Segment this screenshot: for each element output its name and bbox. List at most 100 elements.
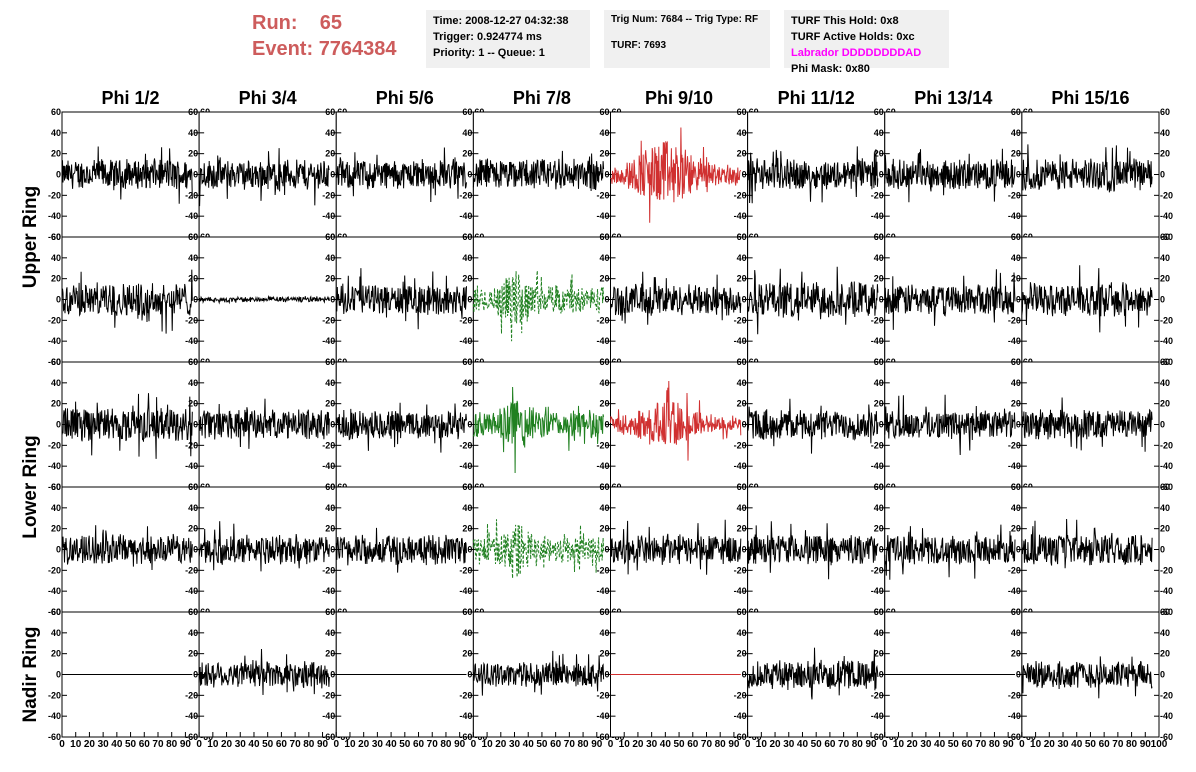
xtick-label: 40	[248, 739, 260, 750]
ytick-label-left: 20	[188, 274, 198, 284]
trig-info-box: Trig Num: 7684 -- Trig Type: RF TURF: 76…	[604, 10, 770, 68]
ytick-label-left: 0	[330, 170, 335, 180]
xtick-label: 30	[1057, 739, 1069, 750]
ytick-label-left: 60	[874, 482, 884, 492]
ytick-label-left: 0	[1016, 170, 1021, 180]
xtick-label: 20	[84, 739, 96, 750]
ytick-label-left: 60	[325, 232, 335, 242]
ytick-label-left: -20	[185, 315, 198, 325]
ytick-label-left: -60	[48, 482, 61, 492]
xtick-label: 70	[1112, 739, 1124, 750]
ytick-label-left: 60	[1011, 357, 1021, 367]
ytick-label-left: 60	[874, 607, 884, 617]
ytick-label-left: 60	[737, 232, 747, 242]
run-event-box: Run: 65 Event: 7764384	[252, 10, 412, 64]
ytick-label-left: -40	[459, 211, 472, 221]
trace-r4-c4	[472, 519, 605, 579]
ytick-label-left: -20	[48, 315, 61, 325]
ytick-label-left: -20	[596, 565, 609, 575]
column-title-8: Phi 15/16	[1051, 88, 1129, 108]
xtick-label: 10	[619, 739, 631, 750]
run-value: 65	[319, 12, 343, 34]
trace-r2-c7	[884, 269, 1016, 330]
labrador-text: Labrador DDDDDDDDAD	[791, 47, 922, 59]
ytick-label-left: 60	[874, 357, 884, 367]
ytick-label-left: 20	[737, 274, 747, 284]
xtick-label: 30	[509, 739, 521, 750]
ytick-label-left: 20	[188, 399, 198, 409]
ytick-label-left: -20	[1008, 565, 1021, 575]
ytick-label-left: -20	[48, 190, 61, 200]
ytick-label-right: 40	[1160, 503, 1170, 513]
row-group-title-1: Upper Ring	[20, 186, 41, 288]
ytick-label-left: 0	[742, 545, 747, 555]
ytick-label-left: -20	[459, 315, 472, 325]
xtick-label: 70	[290, 739, 302, 750]
ytick-label-left: 0	[604, 420, 609, 430]
column-title-6: Phi 11/12	[778, 88, 855, 108]
ytick-label-left: 40	[51, 503, 61, 513]
xtick-label: 0	[59, 739, 65, 750]
ytick-label-left: -40	[734, 461, 747, 471]
ytick-label-left: 40	[462, 378, 472, 388]
ytick-label-left: 40	[325, 628, 335, 638]
ytick-label-right: 60	[1160, 107, 1170, 117]
ytick-label-left: 20	[874, 274, 884, 284]
ytick-label-left: 40	[462, 503, 472, 513]
ytick-label-left: 0	[742, 295, 747, 305]
ytick-label-left: 20	[188, 649, 198, 659]
ytick-label-right: -40	[1160, 336, 1173, 346]
time-text: Time: 2008-12-27 04:32:38	[433, 15, 569, 27]
ytick-label-left: 20	[325, 149, 335, 159]
xtick-label: 60	[413, 739, 425, 750]
xtick-label: 100	[1151, 739, 1168, 750]
ytick-label-right: -40	[1160, 461, 1173, 471]
column-title-3: Phi 5/6	[376, 88, 434, 108]
ytick-label-left: -40	[871, 211, 884, 221]
xtick-label: 60	[687, 739, 699, 750]
ytick-label-left: -40	[459, 336, 472, 346]
ytick-label-left: 0	[330, 545, 335, 555]
xtick-label: 90	[728, 739, 740, 750]
xtick-label: 60	[276, 739, 288, 750]
ytick-label-left: 20	[1011, 649, 1021, 659]
trace-r3-c1	[61, 393, 193, 459]
ytick-label-right: -60	[1160, 732, 1173, 742]
ytick-label-right: 20	[1160, 274, 1170, 284]
trace-r1-c5	[610, 127, 742, 223]
trace-r4-c3	[335, 527, 467, 573]
xtick-label: 0	[882, 739, 888, 750]
trig-num-text: Trig Num: 7684 -- Trig Type: RF	[611, 14, 759, 25]
xtick-label: 60	[1099, 739, 1111, 750]
ytick-label-left: 40	[462, 253, 472, 263]
ytick-label-right: 60	[1160, 232, 1170, 242]
ytick-label-left: 40	[874, 253, 884, 263]
ytick-label-left: 60	[1011, 232, 1021, 242]
turf-hold-text: TURF This Hold: 0x8	[791, 15, 899, 27]
ytick-label-left: -20	[459, 440, 472, 450]
ytick-label-left: -40	[596, 586, 609, 596]
xtick-label: 70	[838, 739, 850, 750]
ytick-label-left: 20	[188, 524, 198, 534]
ytick-label-right: -60	[1160, 482, 1173, 492]
ytick-label-left: -20	[459, 690, 472, 700]
ytick-label-left: 0	[193, 670, 198, 680]
ytick-label-left: -40	[871, 586, 884, 596]
trace-r4-c8	[1021, 518, 1153, 569]
trace-r3-c5	[610, 380, 742, 461]
ytick-label-left: 0	[467, 420, 472, 430]
xtick-label: 50	[262, 739, 274, 750]
ytick-label-left: 60	[1011, 107, 1021, 117]
xtick-label: 20	[907, 739, 919, 750]
xtick-label: 80	[303, 739, 315, 750]
ytick-label-left: 0	[56, 170, 61, 180]
ytick-label-left: 60	[51, 232, 61, 242]
ytick-label-left: 40	[599, 503, 609, 513]
ytick-label-left: 20	[462, 649, 472, 659]
ytick-label-left: 60	[188, 232, 198, 242]
ytick-label-left: -20	[734, 690, 747, 700]
xtick-label: 70	[975, 739, 987, 750]
ytick-label-left: 0	[1016, 420, 1021, 430]
xtick-label: 90	[317, 739, 329, 750]
xtick-label: 20	[358, 739, 370, 750]
